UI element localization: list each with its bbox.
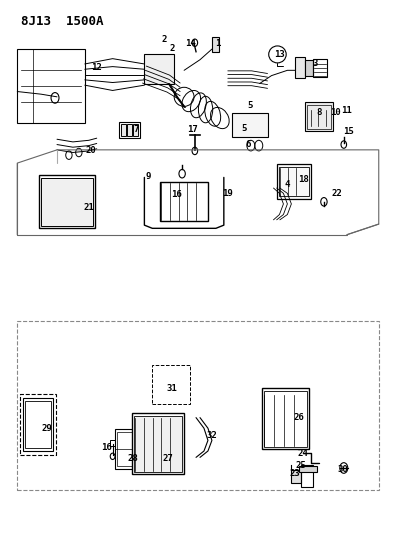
Text: 8: 8 bbox=[316, 108, 322, 117]
Bar bbox=[305, 102, 333, 131]
Bar bbox=[25, 401, 51, 448]
Text: 23: 23 bbox=[290, 469, 301, 478]
Bar bbox=[17, 320, 379, 490]
Text: 22: 22 bbox=[332, 189, 342, 198]
Text: 15: 15 bbox=[344, 127, 354, 136]
Text: 26: 26 bbox=[294, 413, 305, 422]
Bar bbox=[160, 182, 208, 221]
Text: 8J13  1500A: 8J13 1500A bbox=[21, 14, 104, 28]
Text: 31: 31 bbox=[167, 384, 178, 393]
Ellipse shape bbox=[51, 93, 59, 103]
Bar bbox=[110, 440, 115, 446]
Text: 14: 14 bbox=[185, 39, 196, 49]
Bar bbox=[20, 394, 56, 455]
Bar bbox=[313, 59, 327, 77]
Bar bbox=[280, 167, 309, 196]
Text: 6: 6 bbox=[245, 140, 250, 149]
Bar bbox=[301, 465, 313, 487]
Text: 21: 21 bbox=[84, 203, 94, 212]
Bar bbox=[134, 416, 182, 472]
Bar bbox=[41, 178, 93, 225]
Text: 5: 5 bbox=[247, 101, 252, 110]
Text: 2: 2 bbox=[170, 44, 175, 53]
Bar bbox=[264, 391, 307, 447]
Text: 16: 16 bbox=[101, 443, 112, 453]
Bar bbox=[118, 122, 140, 138]
Bar bbox=[39, 175, 95, 228]
Text: 24: 24 bbox=[298, 449, 309, 458]
Bar bbox=[299, 466, 317, 472]
Text: 32: 32 bbox=[206, 431, 217, 440]
Text: 25: 25 bbox=[296, 461, 307, 470]
Bar bbox=[262, 389, 309, 449]
Bar bbox=[291, 470, 301, 483]
Text: 16: 16 bbox=[171, 190, 182, 199]
Bar bbox=[278, 164, 311, 199]
Text: 9: 9 bbox=[146, 172, 151, 181]
Bar bbox=[133, 124, 138, 135]
Bar bbox=[232, 113, 268, 136]
Text: 1: 1 bbox=[215, 39, 220, 49]
Bar bbox=[127, 124, 132, 135]
Bar bbox=[132, 414, 184, 474]
Text: 13: 13 bbox=[274, 50, 285, 59]
Bar bbox=[144, 54, 174, 84]
Text: 7: 7 bbox=[134, 125, 139, 134]
Text: 12: 12 bbox=[91, 63, 102, 72]
Bar bbox=[212, 37, 219, 52]
Text: 20: 20 bbox=[85, 147, 96, 156]
Text: 28: 28 bbox=[127, 454, 138, 463]
Bar bbox=[305, 60, 313, 76]
Text: 3: 3 bbox=[312, 60, 318, 68]
Bar bbox=[23, 398, 53, 451]
Text: 19: 19 bbox=[222, 189, 233, 198]
Text: 2: 2 bbox=[162, 35, 167, 44]
Text: 18: 18 bbox=[298, 174, 309, 183]
Text: 17: 17 bbox=[187, 125, 198, 134]
Bar bbox=[307, 105, 331, 128]
Text: 5: 5 bbox=[241, 124, 246, 133]
Bar bbox=[120, 124, 126, 135]
Text: 10: 10 bbox=[330, 108, 340, 117]
Bar bbox=[152, 365, 190, 405]
Text: 11: 11 bbox=[342, 106, 352, 115]
Bar bbox=[114, 429, 140, 469]
Bar bbox=[116, 432, 138, 466]
Text: 29: 29 bbox=[42, 424, 52, 433]
Bar bbox=[295, 57, 305, 78]
Text: 4: 4 bbox=[285, 180, 290, 189]
Text: 27: 27 bbox=[163, 454, 174, 463]
Bar bbox=[17, 49, 85, 123]
Text: 30: 30 bbox=[338, 465, 348, 473]
